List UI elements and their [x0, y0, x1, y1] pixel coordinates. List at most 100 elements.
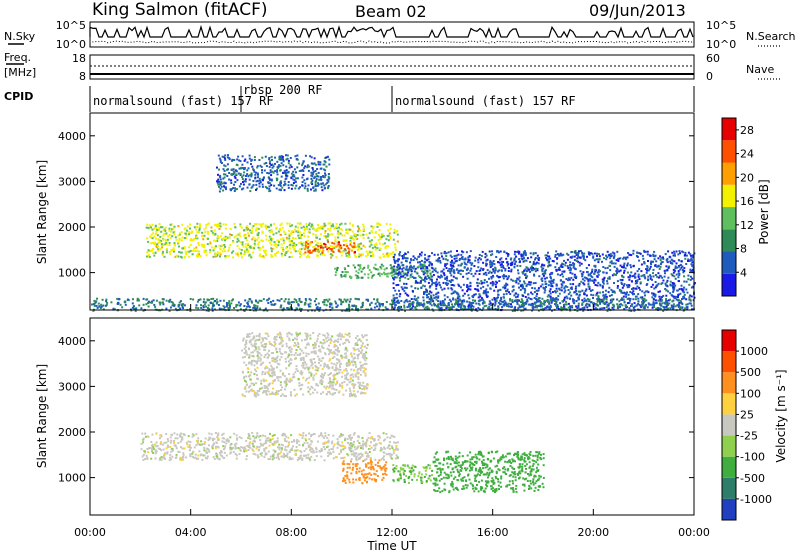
echo-cell — [231, 299, 234, 302]
echo-cell — [554, 266, 557, 269]
echo-cell — [393, 268, 396, 271]
echo-cell — [263, 169, 266, 172]
echo-cell — [534, 267, 537, 270]
echo-cell — [222, 445, 225, 448]
echo-cell — [242, 183, 245, 186]
echo-cell — [476, 281, 479, 284]
echo-cell — [641, 254, 644, 257]
echo-cell — [311, 183, 314, 185]
echo-cell — [145, 226, 148, 229]
echo-cell — [500, 296, 502, 299]
echo-cell — [607, 308, 610, 311]
echo-cell — [578, 293, 581, 296]
echo-cell — [267, 298, 269, 301]
echo-cell — [337, 236, 340, 239]
echo-cell — [92, 303, 95, 306]
echo-cell — [353, 454, 356, 457]
echo-cell — [302, 174, 305, 176]
y-tick-label: 1000 — [58, 267, 86, 280]
echo-cell — [361, 305, 364, 308]
echo-cell — [588, 298, 591, 301]
echo-cell — [135, 307, 138, 310]
echo-cell — [506, 278, 509, 281]
echo-cell — [513, 307, 516, 310]
echo-cell — [280, 448, 283, 451]
echo-cell — [219, 253, 222, 256]
echo-cell — [684, 253, 687, 256]
echo-cell — [537, 300, 540, 303]
echo-cell — [244, 158, 247, 161]
echo-cell — [280, 443, 283, 446]
echo-cell — [324, 236, 327, 239]
echo-cell — [437, 300, 440, 303]
echo-cell — [460, 269, 463, 272]
echo-cell — [550, 277, 552, 280]
echo-cell — [288, 458, 291, 461]
echo-cell — [332, 434, 335, 437]
echo-cell — [507, 276, 510, 279]
echo-cell — [482, 261, 485, 264]
echo-cell — [674, 305, 677, 308]
echo-cell — [338, 241, 340, 244]
echo-cell — [556, 304, 559, 307]
echo-cell — [382, 264, 385, 267]
echo-cell — [370, 243, 373, 246]
echo-cell — [557, 295, 560, 298]
echo-cell — [475, 270, 478, 273]
echo-cell — [674, 295, 677, 298]
echo-cell — [554, 254, 557, 256]
echo-cell — [233, 183, 235, 186]
echo-cell — [239, 223, 242, 226]
echo-cell — [617, 259, 620, 262]
echo-cell — [280, 243, 283, 246]
echo-cell — [485, 304, 488, 307]
echo-cell — [471, 299, 474, 302]
echo-cell — [330, 256, 332, 259]
echo-cell — [601, 253, 604, 256]
echo-cell — [193, 247, 196, 250]
echo-cell — [654, 274, 657, 276]
echo-cell — [358, 227, 360, 230]
echo-cell — [299, 222, 302, 225]
echo-cell — [288, 234, 291, 237]
echo-cell — [634, 276, 637, 279]
echo-cell — [269, 301, 272, 303]
echo-cell — [558, 253, 561, 256]
echo-cell — [602, 291, 604, 294]
echo-cell — [323, 301, 326, 303]
echo-cell — [105, 298, 108, 301]
echo-cell — [303, 303, 306, 306]
echo-cell — [197, 255, 199, 258]
echo-cell — [327, 441, 330, 444]
echo-cell — [307, 251, 310, 254]
echo-cell — [338, 247, 341, 250]
echo-cell — [426, 259, 429, 262]
echo-cell — [235, 252, 237, 255]
echo-cell — [577, 252, 580, 255]
echo-cell — [581, 278, 584, 281]
echo-cell — [293, 228, 296, 231]
echo-cell — [142, 303, 145, 306]
echo-cell — [470, 263, 473, 266]
echo-cell — [465, 268, 468, 271]
echo-cell — [424, 267, 427, 270]
echo-cell — [278, 458, 280, 461]
echo-cell — [529, 303, 532, 306]
echo-cell — [310, 181, 313, 184]
echo-cell — [282, 164, 285, 167]
echo-cell — [178, 451, 181, 453]
cpid-segment-2: rbsp 200 RF — [243, 83, 322, 97]
echo-cell — [150, 242, 153, 244]
echo-cell — [166, 438, 169, 440]
echo-cell — [268, 235, 271, 238]
echo-cell — [439, 302, 442, 305]
echo-cell — [612, 298, 615, 301]
echo-cell — [99, 307, 102, 310]
echo-cell — [658, 268, 661, 270]
echo-cell — [300, 236, 303, 239]
echo-cell — [257, 449, 260, 452]
echo-cell — [610, 260, 613, 263]
echo-cell — [575, 260, 578, 262]
echo-cell — [555, 300, 558, 303]
echo-cell — [265, 440, 267, 442]
